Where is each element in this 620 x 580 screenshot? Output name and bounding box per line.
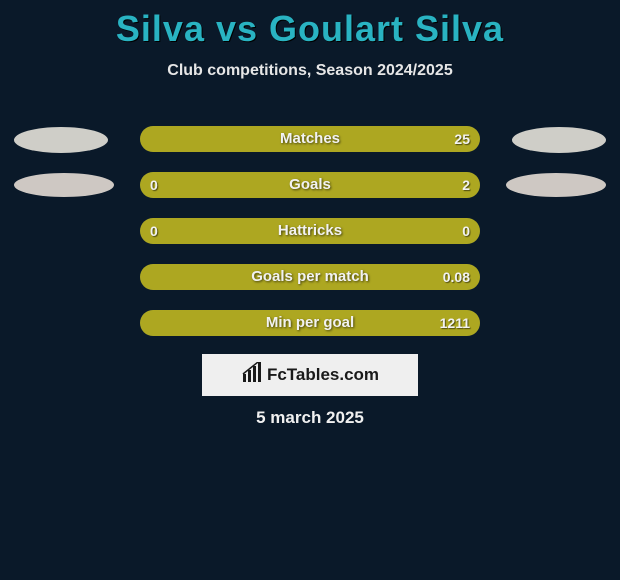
brand-logo: FcTables.com: [202, 354, 418, 396]
player-marker-left: [14, 173, 114, 197]
player-marker-left: [14, 127, 108, 153]
player-marker-right: [512, 127, 606, 153]
stat-bar-fill-right: [201, 172, 480, 198]
stat-bar: 02Goals: [140, 172, 480, 198]
page-title: Silva vs Goulart Silva: [0, 0, 620, 50]
stat-bar: 0.08Goals per match: [140, 264, 480, 290]
stat-value-right: 0.08: [433, 264, 480, 290]
stat-value-left: 0: [140, 172, 168, 198]
stat-bar: 1211Min per goal: [140, 310, 480, 336]
comparison-infographic: Silva vs Goulart Silva Club competitions…: [0, 0, 620, 580]
stat-row: 1211Min per goal: [0, 304, 620, 350]
page-subtitle: Club competitions, Season 2024/2025: [0, 62, 620, 80]
stat-row: 02Goals: [0, 166, 620, 212]
stat-row: 25Matches: [0, 120, 620, 166]
stat-bar-fill-left: [140, 218, 480, 244]
player-marker-right: [506, 173, 606, 197]
bar-chart-icon: [241, 362, 263, 389]
stat-value-right: 2: [452, 172, 480, 198]
stat-bar-fill-right: [140, 126, 480, 152]
stat-value-right: 0: [452, 218, 480, 244]
stats-container: 25Matches02Goals00Hattricks0.08Goals per…: [0, 120, 620, 350]
stat-bar-fill-right: [140, 264, 480, 290]
stat-row: 0.08Goals per match: [0, 258, 620, 304]
stat-value-right: 1211: [430, 310, 480, 336]
brand-text: FcTables.com: [267, 365, 379, 385]
stat-bar: 00Hattricks: [140, 218, 480, 244]
stat-bar: 25Matches: [140, 126, 480, 152]
stat-row: 00Hattricks: [0, 212, 620, 258]
stat-value-right: 25: [444, 126, 480, 152]
date-label: 5 march 2025: [0, 408, 620, 428]
stat-value-left: 0: [140, 218, 168, 244]
